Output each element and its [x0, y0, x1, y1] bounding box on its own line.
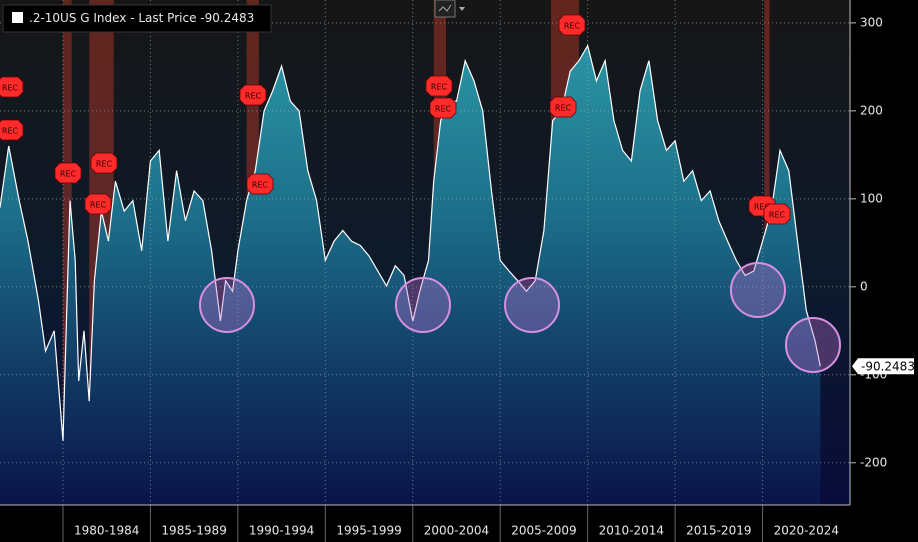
x-tick-label: 2010-2014 [599, 524, 664, 538]
y-axis-band [850, 0, 918, 505]
legend-swatch [12, 12, 23, 23]
rec-marker-label: REC [754, 203, 771, 212]
rec-marker-shape [246, 173, 274, 195]
rec-marker-shape [763, 203, 791, 225]
rec-marker-label: REC [435, 105, 452, 114]
rec-marker-label: REC [245, 92, 262, 101]
rec-marker-shape [84, 193, 112, 215]
rec-marker: REC [54, 162, 82, 184]
y-tick-label: 100 [860, 191, 883, 205]
x-tick-label: 1990-1994 [249, 524, 314, 538]
recession-band [62, 0, 72, 505]
rec-marker: REC [239, 84, 267, 106]
rec-marker-label: REC [96, 160, 113, 169]
rec-marker-label: REC [555, 104, 572, 113]
highlight-circle [785, 317, 841, 373]
chart-type-dropdown[interactable] [459, 7, 465, 11]
legend-series-name: .2-10US G Index - Last Price [29, 11, 196, 25]
last-price-box [852, 358, 914, 375]
y-tick-label: 0 [860, 279, 868, 293]
rec-marker-label: REC [252, 181, 269, 190]
legend-box [2, 4, 272, 33]
highlight-circle [199, 277, 255, 333]
rec-marker-shape [90, 152, 118, 174]
rec-marker-shape [0, 76, 24, 98]
plot-area [0, 0, 850, 505]
rec-marker-label: REC [2, 127, 19, 136]
y-tick-label: 200 [860, 103, 883, 117]
rec-marker-shape [239, 84, 267, 106]
highlight-circle [504, 277, 560, 333]
rec-marker-label: REC [60, 170, 77, 179]
rec-marker-shape [54, 162, 82, 184]
chart-type-button[interactable] [434, 0, 465, 18]
rec-marker-shape [0, 119, 24, 141]
rec-marker-shape [549, 96, 577, 118]
rec-marker: REC [90, 152, 118, 174]
rec-marker: REC [84, 193, 112, 215]
rec-marker: REC [549, 96, 577, 118]
rec-marker-shape [425, 75, 453, 97]
rec-marker: REC [558, 14, 586, 36]
series-line [0, 44, 821, 441]
rec-marker-shape [429, 97, 457, 119]
y-tick-label: -200 [860, 455, 887, 469]
y-tick-label: 300 [860, 15, 883, 29]
rec-marker: REC [0, 119, 24, 141]
rec-marker-label: REC [431, 83, 448, 92]
rec-marker: REC [0, 76, 24, 98]
rec-marker: REC [763, 203, 791, 225]
last-price-label: -90.2483 [861, 360, 915, 374]
rec-marker-label: REC [2, 84, 19, 93]
x-tick-label: 1995-1999 [336, 524, 401, 538]
x-tick-label: 1980-1984 [74, 524, 139, 538]
legend-text: .2-10US G Index - Last Price -90.2483 [29, 11, 254, 25]
x-tick-label: 2020-2024 [774, 524, 839, 538]
chart-type-glyph [438, 4, 452, 12]
legend-last-value: -90.2483 [200, 11, 254, 25]
rec-marker: REC [425, 75, 453, 97]
highlight-circle [730, 262, 786, 318]
highlight-circle [395, 277, 451, 333]
x-tick-label: 1985-1989 [161, 524, 226, 538]
x-tick-label: 2015-2019 [686, 524, 751, 538]
rec-marker-label: REC [90, 201, 107, 210]
rec-marker: REC [246, 173, 274, 195]
rec-marker-label: REC [769, 211, 786, 220]
area-fill [0, 45, 821, 505]
rec-marker-shape [558, 14, 586, 36]
x-axis-band [0, 505, 918, 542]
legend: .2-10US G Index - Last Price -90.2483 [2, 4, 272, 33]
x-tick-label: 2005-2009 [511, 524, 576, 538]
x-tick-label: 2000-2004 [424, 524, 489, 538]
rec-marker-label: REC [564, 22, 581, 31]
rec-marker: REC [429, 97, 457, 119]
